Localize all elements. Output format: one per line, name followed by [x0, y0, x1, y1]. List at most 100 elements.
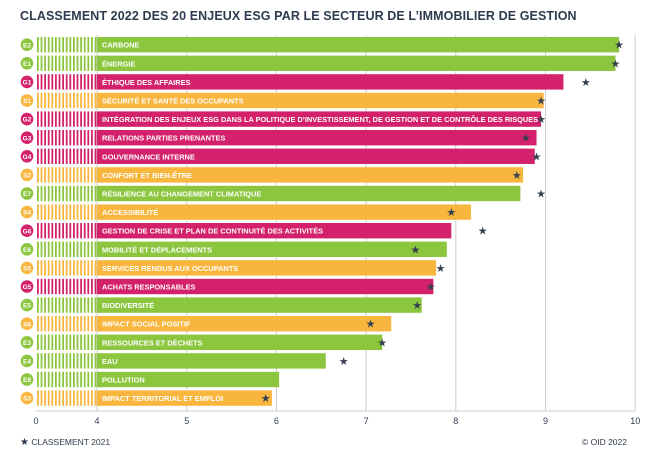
bar-stripe [65, 297, 68, 313]
bar-stripe [62, 241, 64, 257]
bar-stripe [69, 223, 72, 239]
bar-stripe [87, 55, 90, 71]
bar-stripe [44, 204, 46, 220]
bar-stripe [73, 390, 75, 406]
bar-stripe [91, 371, 93, 388]
bar-stripe [87, 353, 90, 369]
bar-stripe [73, 111, 75, 127]
bar-stripe [80, 353, 82, 369]
bar-stripe [40, 74, 43, 90]
bar-label: GOUVERNANCE INTERNE [102, 152, 195, 161]
bar-stripe [44, 92, 46, 109]
bar-label: INTÉGRATION DES ENJEUX ESG DANS LA POLIT… [102, 115, 538, 124]
bar-stripe [65, 148, 68, 164]
bar-stripe [51, 316, 54, 332]
bar-stripe [69, 260, 72, 276]
bar-stripe [73, 130, 75, 146]
bar-stripe [91, 223, 93, 239]
bar-stripe [62, 130, 64, 146]
bar-label: SÉCURITÉ ET SANTÉ DES OCCUPANTS [102, 97, 244, 106]
bar-stripe [73, 353, 75, 369]
bar-stripe [65, 111, 68, 127]
bar-stripe [94, 371, 97, 388]
category-code: G5 [23, 284, 32, 291]
bar-stripe [76, 74, 79, 90]
bar-stripe [51, 297, 54, 313]
x-tick-label: 4 [94, 416, 99, 426]
bar-stripe [83, 241, 86, 257]
bar-stripe [58, 241, 61, 257]
bar-stripe [65, 167, 68, 183]
bar-stripe [51, 278, 54, 295]
bar-stripe [47, 223, 50, 239]
bar-stripe [47, 353, 50, 369]
bar-stripe [76, 241, 79, 257]
bar-stripe [80, 241, 82, 257]
bar-stripe [80, 297, 82, 313]
bar-stripe [58, 278, 61, 295]
bar-stripe [69, 241, 72, 257]
bar-stripe [69, 130, 72, 146]
bar-label: SERVICES RENDUS AUX OCCUPANTS [102, 264, 238, 273]
bar-stripe [62, 371, 64, 388]
bar-stripe [80, 278, 82, 295]
bar-stripe [94, 148, 97, 164]
bar-stripe [44, 390, 46, 406]
bar-stripe [69, 111, 72, 127]
bar-stripe [51, 185, 54, 202]
bar-stripe [62, 297, 64, 313]
x-tick-label: 7 [364, 416, 369, 426]
bar-stripe [37, 260, 39, 276]
bar-stripe [47, 37, 50, 53]
bar-stripe [80, 148, 82, 164]
star-marker-2021: ★ [377, 336, 387, 349]
bar-stripe [55, 167, 57, 183]
bar-stripe [80, 334, 82, 350]
bar-stripe [44, 185, 46, 202]
bar-stripe [69, 371, 72, 388]
bar-stripe [69, 37, 72, 53]
bar-stripe [58, 185, 61, 202]
bar-stripe [58, 334, 61, 350]
bar-stripe [87, 92, 90, 109]
bar-stripe [83, 111, 86, 127]
bar-stripe [80, 37, 82, 53]
bar-stripe [55, 316, 57, 332]
bar-stripe [91, 316, 93, 332]
bar-stripe [62, 223, 64, 239]
bar-stripe [55, 297, 57, 313]
bar-stripe [94, 316, 97, 332]
bar-stripe [91, 37, 93, 53]
bar-stripe [55, 353, 57, 369]
star-marker-2021: ★ [536, 113, 546, 126]
bar-stripe [80, 316, 82, 332]
chart-title: CLASSEMENT 2022 DES 20 ENJEUX ESG PAR LE… [20, 9, 577, 23]
star-marker-2021: ★ [436, 262, 446, 275]
bar-stripe [94, 37, 97, 53]
bar-stripe [76, 130, 79, 146]
bar-stripe [40, 204, 43, 220]
x-tick-label: 8 [453, 416, 458, 426]
bar-stripe [87, 167, 90, 183]
bar-stripe [44, 316, 46, 332]
bar-stripe [65, 390, 68, 406]
bar-stripe [65, 185, 68, 202]
bar-stripe [62, 148, 64, 164]
bar-stripe [76, 55, 79, 71]
bar-stripe [51, 371, 54, 388]
bar-stripe [80, 185, 82, 202]
bar [97, 278, 434, 295]
bar-stripe [76, 297, 79, 313]
bar-stripe [73, 148, 75, 164]
bar-stripe [58, 353, 61, 369]
bar-label: IMPACT TERRITORIAL ET EMPLOI [102, 394, 223, 403]
bar-stripe [44, 353, 46, 369]
bar-stripe [51, 167, 54, 183]
star-marker-2021: ★ [410, 243, 420, 256]
bar-stripe [76, 223, 79, 239]
bar-stripe [44, 260, 46, 276]
bar-stripe [87, 390, 90, 406]
category-code: E6 [23, 247, 31, 254]
bar-stripe [44, 130, 46, 146]
x-tick-label: 6 [274, 416, 279, 426]
